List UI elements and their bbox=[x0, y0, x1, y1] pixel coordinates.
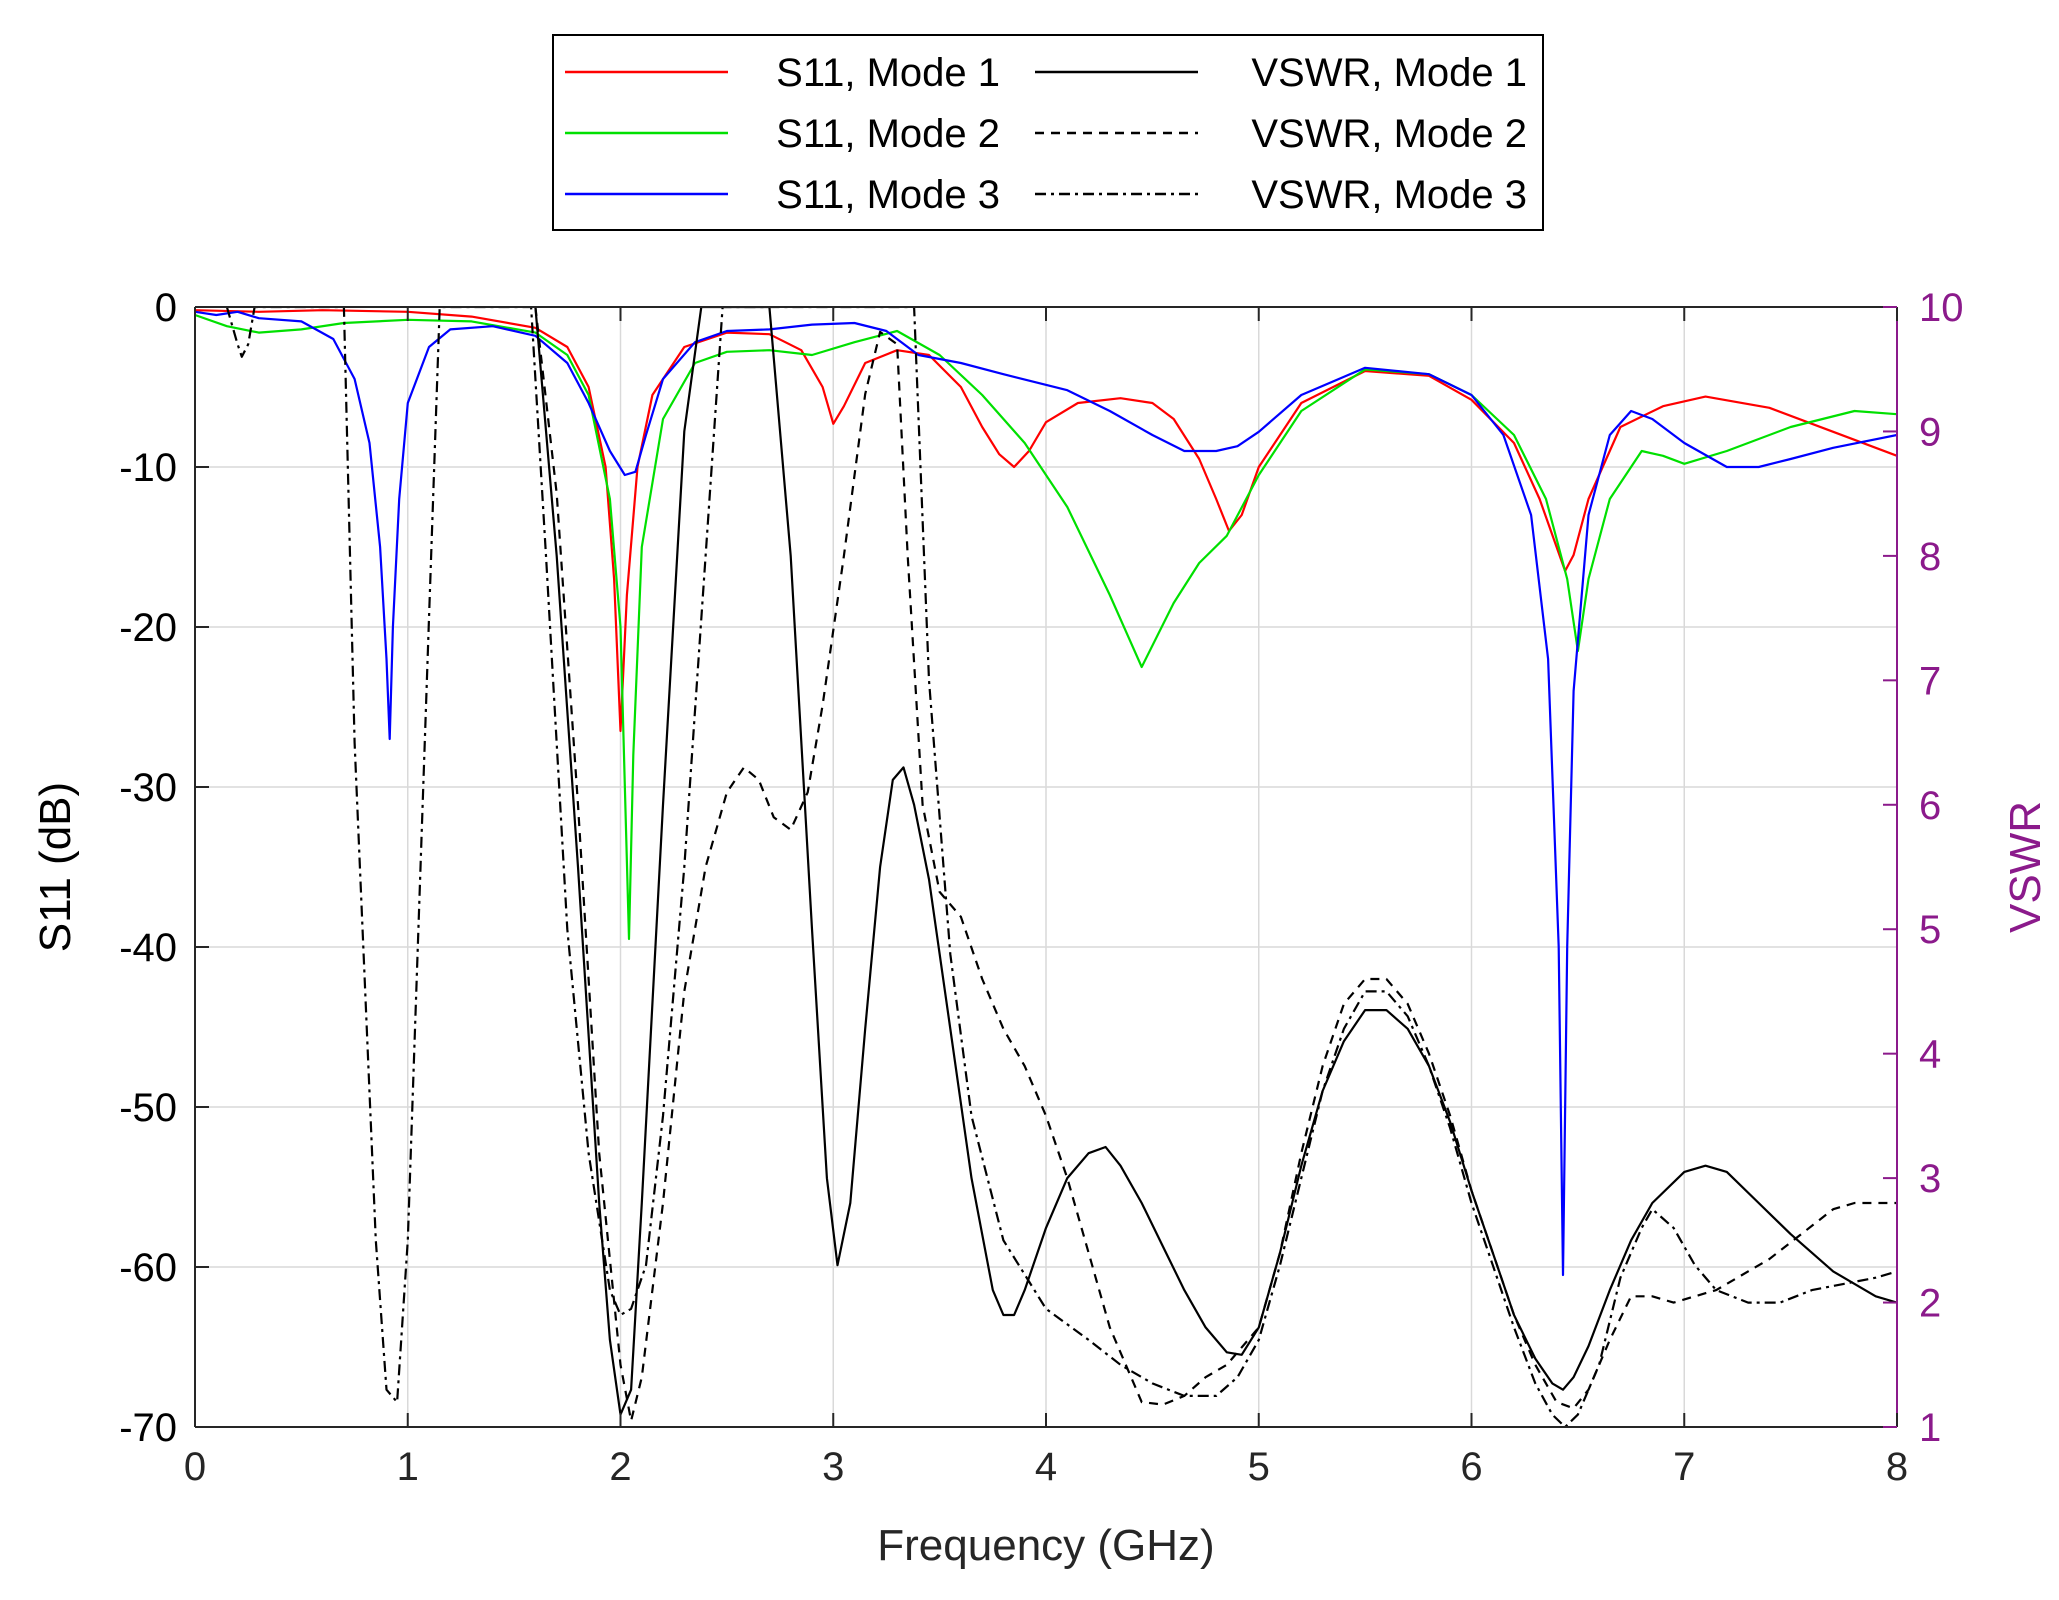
x-tick-label: 0 bbox=[184, 1445, 206, 1489]
plot-area: 0 1 2 3 4 5 6 7 8 0 -10 -20 -30 -40 -50 -60 -70 1 2 3 4 5 6 7 8 9… bbox=[119, 286, 1963, 1489]
y-tick-label-right: 8 bbox=[1919, 535, 1941, 579]
x-tick-label: 6 bbox=[1460, 1445, 1482, 1489]
x-tick-label: 2 bbox=[609, 1445, 631, 1489]
y-tick-label-right: 5 bbox=[1919, 908, 1941, 952]
y-tick-label-right: 7 bbox=[1919, 659, 1941, 703]
x-tick-label: 1 bbox=[397, 1445, 419, 1489]
y-tick-label-right: 9 bbox=[1919, 410, 1941, 454]
y-tick-label-right: 4 bbox=[1919, 1033, 1941, 1077]
y-tick-label-left: -10 bbox=[119, 446, 177, 490]
x-tick-label: 7 bbox=[1673, 1445, 1695, 1489]
x-tick-label: 5 bbox=[1248, 1445, 1270, 1489]
y-axis-label-right: VSWR bbox=[2001, 801, 2050, 933]
series-line-2 bbox=[195, 313, 1897, 941]
x-tick-label: 3 bbox=[822, 1445, 844, 1489]
y-tick-label-right: 10 bbox=[1919, 286, 1964, 330]
x-tick-label: 4 bbox=[1035, 1445, 1057, 1489]
legend-label-1: S11, Mode 1 bbox=[776, 51, 1000, 95]
y-tick-label-right: 2 bbox=[1919, 1282, 1941, 1326]
series-line-6 bbox=[225, 306, 1897, 1428]
y-tick-label-left: 0 bbox=[155, 286, 177, 330]
legend-items: S11, Mode 1 S11, Mode 2 S11, Mode 3 VSWR, M… bbox=[565, 51, 1527, 217]
legend-label-5: VSWR, Mode 2 bbox=[1251, 112, 1527, 156]
y-tick-label-left: -30 bbox=[119, 766, 177, 810]
legend-label-4: VSWR, Mode 1 bbox=[1251, 51, 1527, 95]
y-tick-label-left: -70 bbox=[119, 1406, 177, 1450]
y-tick-label-left: -60 bbox=[119, 1246, 177, 1290]
axes: 0 1 2 3 4 5 6 7 8 0 -10 -20 -30 -40 -50 -60 -70 1 2 3 4 5 6 7 8 9… bbox=[119, 286, 1963, 1489]
y-tick-label-left: -40 bbox=[119, 926, 177, 970]
y-tick-label-left: -20 bbox=[119, 606, 177, 650]
x-axis-label: Frequency (GHz) bbox=[877, 1521, 1214, 1570]
series-line-5 bbox=[534, 306, 1897, 1422]
legend-label-3: S11, Mode 3 bbox=[776, 173, 1000, 217]
y-tick-label-right: 6 bbox=[1919, 784, 1941, 828]
x-tick-label: 8 bbox=[1886, 1445, 1908, 1489]
series-line-3 bbox=[195, 310, 1897, 1277]
legend: S11, Mode 1 S11, Mode 2 S11, Mode 3 VSWR, M… bbox=[552, 34, 1544, 231]
y-tick-label-right: 3 bbox=[1919, 1157, 1941, 1201]
y-tick-label-right: 1 bbox=[1919, 1406, 1941, 1450]
series-line-1 bbox=[195, 309, 1897, 733]
legend-label-2: S11, Mode 2 bbox=[776, 112, 1000, 156]
y-tick-label-left: -50 bbox=[119, 1086, 177, 1130]
legend-label-6: VSWR, Mode 3 bbox=[1251, 173, 1527, 217]
y-axis-label-left: S11 (dB) bbox=[31, 782, 80, 952]
